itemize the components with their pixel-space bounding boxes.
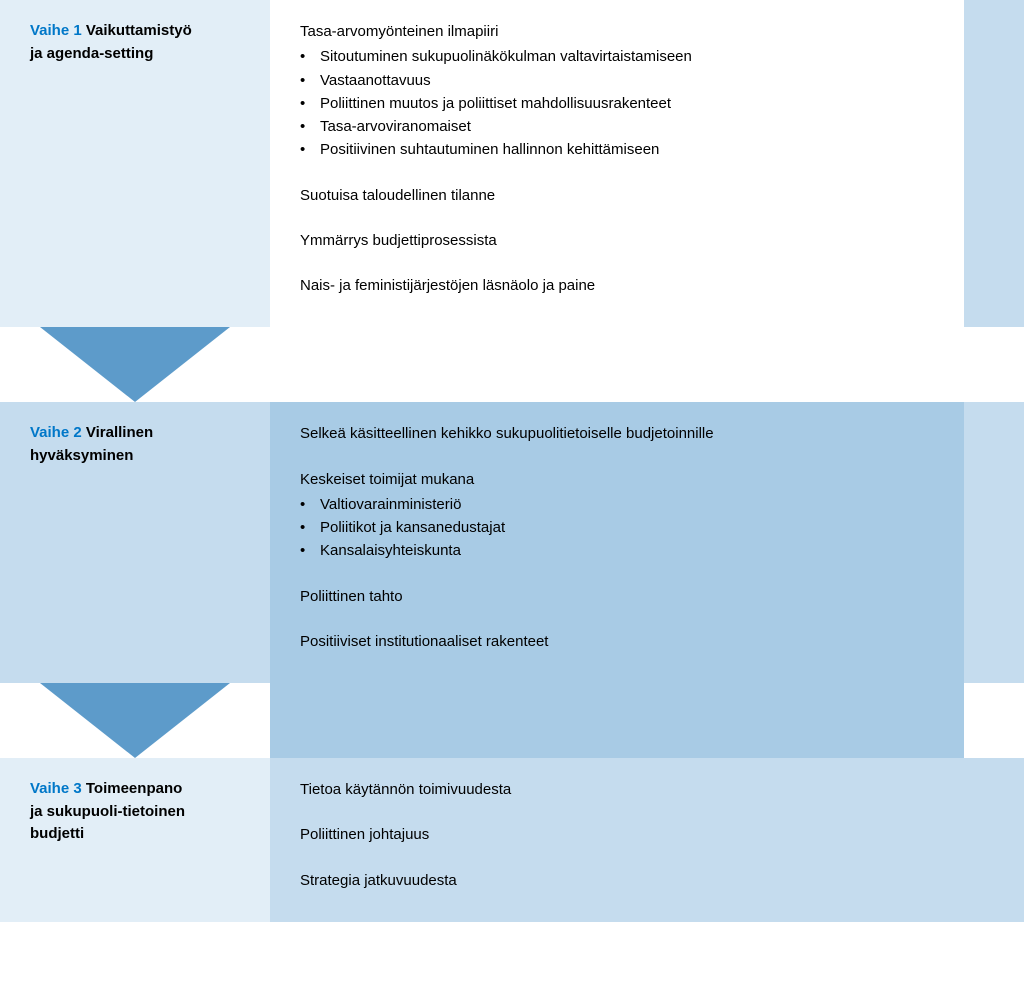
- bullet-item: Valtiovarainministeriö: [320, 493, 934, 516]
- bullet-item: Vastaanottavuus: [320, 69, 934, 92]
- stage-3-title-1: Toimeenpano: [86, 780, 182, 797]
- arrow-2-spacer: [270, 683, 964, 758]
- arrow-1-spacer: [270, 327, 964, 402]
- block-heading: Positiiviset institutionaaliset rakentee…: [300, 630, 934, 653]
- stage-1-title-2: ja agenda-setting: [30, 45, 153, 62]
- stage-3: Vaihe 3 Toimeenpano ja sukupuoli-tietoin…: [0, 758, 1024, 922]
- bullet-list: Sitoutuminen sukupuolinäkökulman valtavi…: [300, 45, 934, 161]
- block-heading: Ymmärrys budjettiprosessista: [300, 229, 934, 252]
- block-heading: Selkeä käsitteellinen kehikko sukupuolit…: [300, 422, 934, 445]
- bullet-item: Positiivinen suhtautuminen hallinnon keh…: [320, 138, 934, 161]
- stage-2-block-1: Keskeiset toimijat mukana Valtiovarainmi…: [300, 468, 934, 563]
- arrow-2: [0, 683, 1024, 758]
- bullet-item: Poliittinen muutos ja poliittiset mahdol…: [320, 92, 934, 115]
- arrow-2-container: [0, 683, 270, 758]
- chevron-down-icon: [40, 327, 230, 402]
- stage-3-block-0: Tietoa käytännön toimivuudesta: [300, 778, 934, 801]
- stage-2-num: Vaihe 2: [30, 424, 82, 441]
- divider-strip: [964, 758, 1024, 922]
- arrow-1: [0, 327, 1024, 402]
- stage-2-block-2: Poliittinen tahto: [300, 585, 934, 608]
- stage-3-title-3: budjetti: [30, 825, 84, 842]
- stage-1-content: Tasa-arvomyönteinen ilmapiiri Sitoutumin…: [270, 0, 964, 327]
- chevron-down-icon: [40, 683, 230, 758]
- stage-2-block-3: Positiiviset institutionaaliset rakentee…: [300, 630, 934, 653]
- divider-strip: [964, 0, 1024, 327]
- block-heading: Keskeiset toimijat mukana: [300, 468, 934, 491]
- bullet-item: Tasa-arvoviranomaiset: [320, 115, 934, 138]
- stage-2-content: Selkeä käsitteellinen kehikko sukupuolit…: [270, 402, 964, 683]
- block-heading: Nais- ja feministijärjestöjen läsnäolo j…: [300, 274, 934, 297]
- stage-3-content: Tietoa käytännön toimivuudesta Poliittin…: [270, 758, 964, 922]
- bullet-item: Poliitikot ja kansanedustajat: [320, 516, 934, 539]
- block-heading: Suotuisa taloudellinen tilanne: [300, 184, 934, 207]
- bullet-item: Kansalaisyhteiskunta: [320, 539, 934, 562]
- stage-3-block-2: Strategia jatkuvuudesta: [300, 869, 934, 892]
- stage-3-block-1: Poliittinen johtajuus: [300, 823, 934, 846]
- stage-2: Vaihe 2 Virallinen hyväksyminen Selkeä k…: [0, 402, 1024, 683]
- bullet-list: Valtiovarainministeriö Poliitikot ja kan…: [300, 493, 934, 563]
- block-heading: Poliittinen johtajuus: [300, 823, 934, 846]
- stage-2-block-0: Selkeä käsitteellinen kehikko sukupuolit…: [300, 422, 934, 445]
- block-heading: Poliittinen tahto: [300, 585, 934, 608]
- block-heading: Tietoa käytännön toimivuudesta: [300, 778, 934, 801]
- stage-1-block-0: Tasa-arvomyönteinen ilmapiiri Sitoutumin…: [300, 20, 934, 162]
- stage-1-label: Vaihe 1 Vaikuttamistyö ja agenda-setting: [0, 0, 270, 327]
- stage-1-block-2: Ymmärrys budjettiprosessista: [300, 229, 934, 252]
- block-heading: Strategia jatkuvuudesta: [300, 869, 934, 892]
- stage-3-label: Vaihe 3 Toimeenpano ja sukupuoli-tietoin…: [0, 758, 270, 922]
- stage-1-title-1: Vaikuttamistyö: [86, 22, 192, 39]
- stage-1-block-1: Suotuisa taloudellinen tilanne: [300, 184, 934, 207]
- stage-1-num: Vaihe 1: [30, 22, 82, 39]
- arrow-1-container: [0, 327, 270, 402]
- stage-2-title-1: Virallinen: [86, 424, 153, 441]
- stage-3-num: Vaihe 3: [30, 780, 82, 797]
- divider-strip: [964, 402, 1024, 683]
- bullet-item: Sitoutuminen sukupuolinäkökulman valtavi…: [320, 45, 934, 68]
- stage-3-title-2: ja sukupuoli-tietoinen: [30, 803, 185, 820]
- stage-1-block-3: Nais- ja feministijärjestöjen läsnäolo j…: [300, 274, 934, 297]
- stage-1: Vaihe 1 Vaikuttamistyö ja agenda-setting…: [0, 0, 1024, 327]
- stage-2-title-2: hyväksyminen: [30, 447, 133, 464]
- stage-2-label: Vaihe 2 Virallinen hyväksyminen: [0, 402, 270, 683]
- block-heading: Tasa-arvomyönteinen ilmapiiri: [300, 20, 934, 43]
